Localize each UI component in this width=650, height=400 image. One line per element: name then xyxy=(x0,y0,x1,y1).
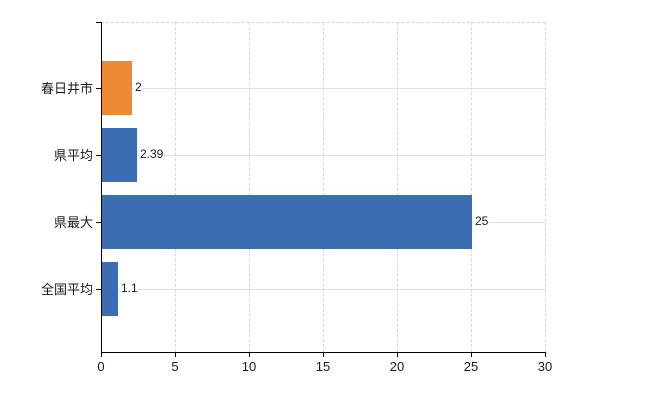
bar xyxy=(102,262,118,316)
value-label: 2 xyxy=(134,80,143,95)
bar xyxy=(102,195,472,249)
bar xyxy=(102,61,132,115)
category-label: 県最大 xyxy=(53,215,93,231)
category-label: 春日井市 xyxy=(40,81,93,97)
value-label: 25 xyxy=(474,214,490,229)
gridline-vertical xyxy=(175,22,176,352)
gridline-vertical xyxy=(249,22,250,352)
x-axis-tick xyxy=(323,352,324,357)
value-label: 1.1 xyxy=(120,281,139,296)
bar xyxy=(102,128,137,182)
x-tick-label: 5 xyxy=(171,359,179,374)
x-axis-tick xyxy=(471,352,472,357)
y-axis-tick xyxy=(96,88,101,89)
y-axis xyxy=(101,22,102,352)
y-axis-tick xyxy=(96,289,101,290)
x-tick-label: 0 xyxy=(97,359,105,374)
y-axis-tick xyxy=(96,222,101,223)
category-label: 全国平均 xyxy=(40,282,93,298)
x-tick-label: 20 xyxy=(389,359,405,374)
gridline-vertical xyxy=(323,22,324,352)
x-axis-tick xyxy=(545,352,546,357)
x-axis-tick xyxy=(175,352,176,357)
x-tick-label: 25 xyxy=(463,359,479,374)
x-tick-label: 30 xyxy=(537,359,553,374)
x-axis-tick xyxy=(249,352,250,357)
gridline-vertical xyxy=(471,22,472,352)
x-tick-label: 15 xyxy=(315,359,331,374)
y-axis-tick xyxy=(96,155,101,156)
gridline-vertical xyxy=(545,22,546,352)
plot-border-top xyxy=(101,22,545,23)
y-axis-end-tick xyxy=(96,22,101,23)
x-axis-tick xyxy=(397,352,398,357)
x-tick-label: 10 xyxy=(241,359,257,374)
x-axis-tick xyxy=(101,352,102,357)
category-label: 県平均 xyxy=(53,148,93,164)
value-label: 2.39 xyxy=(139,147,165,162)
gridline-vertical xyxy=(397,22,398,352)
